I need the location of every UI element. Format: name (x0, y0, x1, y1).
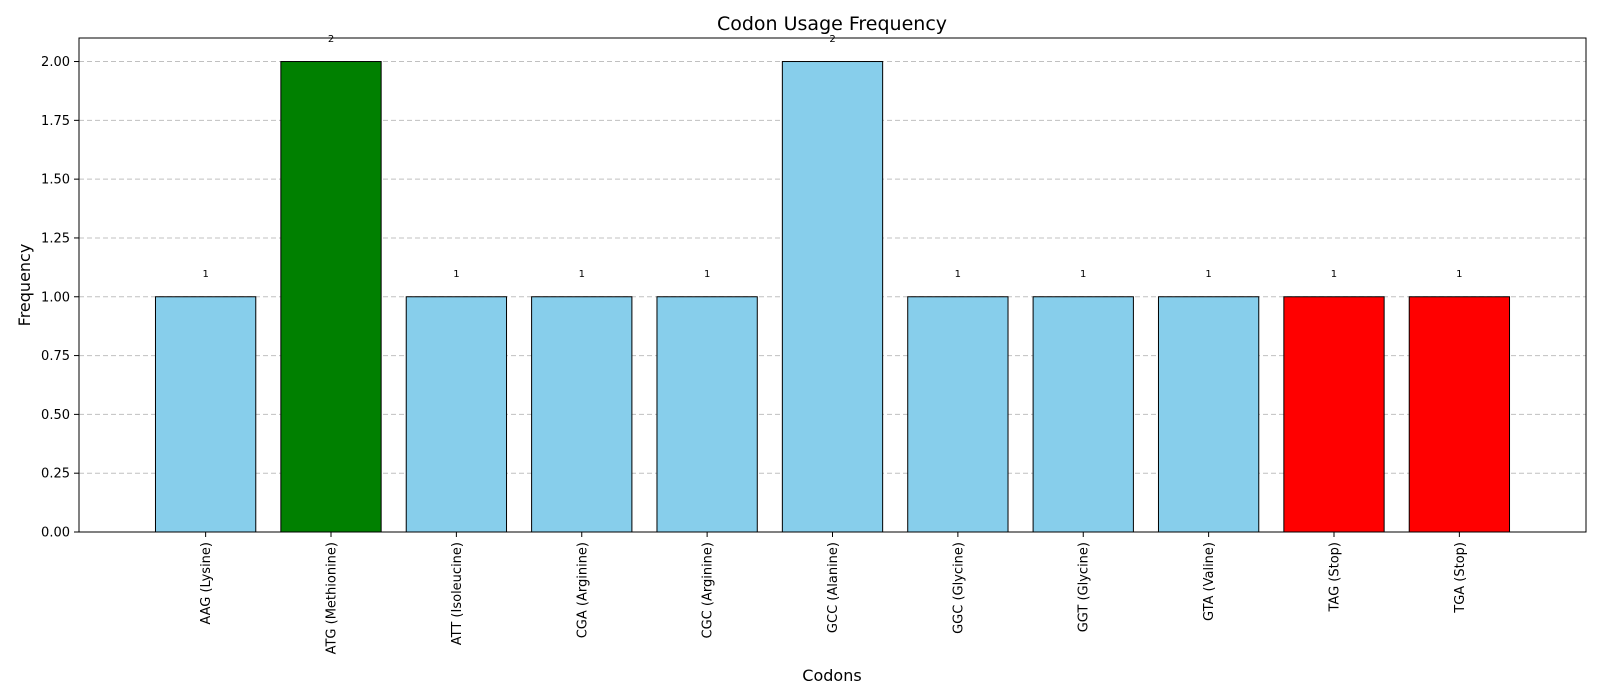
y-tick-label: 1.25 (41, 231, 70, 246)
y-tick-label: 0.75 (41, 349, 70, 364)
y-tick-label: 1.00 (41, 290, 70, 305)
bars (154, 61, 1511, 533)
y-tick-label: 1.50 (41, 173, 70, 188)
x-tick-label: CGC (Arginine) (701, 542, 716, 638)
bar (907, 296, 1009, 533)
x-tick-label: GTA (Valine) (1202, 542, 1217, 621)
bar (656, 296, 758, 533)
y-tick-label: 0.50 (41, 408, 70, 423)
bar-value-label: 1 (1205, 269, 1211, 280)
bar (1157, 296, 1260, 533)
y-tick-label: 0.25 (41, 467, 70, 482)
x-tick-label: GGT (Glycine) (1077, 542, 1092, 632)
x-axis: AAG (Lysine) ATG (Methionine) ATT (Isoleuc… (199, 532, 1468, 654)
bar (280, 61, 382, 533)
x-tick-label: GCC (Alanine) (826, 542, 841, 633)
x-tick-label: ATT (Isoleucine) (450, 542, 465, 645)
bar-value-label: 1 (453, 269, 459, 280)
x-axis-label: Codons (802, 666, 861, 685)
bar-value-label: 1 (202, 269, 208, 280)
x-tick-label: TAG (Stop) (1327, 542, 1342, 613)
x-tick-label: AAG (Lysine) (199, 542, 214, 625)
bar-value-label: 2 (328, 34, 334, 45)
bar (531, 296, 633, 533)
bar (1408, 296, 1511, 533)
bar (781, 61, 884, 533)
y-axis-label: Frequency (15, 244, 34, 327)
bar-value-label: 2 (829, 34, 835, 45)
bar (1283, 296, 1385, 533)
bar-value-label: 1 (1456, 269, 1462, 280)
bar (405, 296, 508, 533)
y-axis: 0.00 0.25 0.50 0.75 1.00 1.25 1.50 1.75 2.00 (41, 55, 79, 541)
bar-value-label: 1 (1331, 269, 1337, 280)
bar (1032, 296, 1134, 533)
x-tick-label: GGC (Glycine) (951, 542, 966, 634)
y-tick-label: 1.75 (41, 114, 70, 129)
y-tick-label: 2.00 (41, 55, 70, 70)
x-tick-label: ATG (Methionine) (325, 542, 340, 654)
bar-value-label: 1 (579, 269, 585, 280)
data-labels: 1 2 1 1 1 2 1 1 1 1 1 (202, 34, 1462, 280)
plot-frame (78, 37, 1587, 533)
bar-value-label: 1 (1080, 269, 1086, 280)
bar (154, 296, 257, 533)
x-tick-label: CGA (Arginine) (575, 542, 590, 638)
y-tick-label: 0.00 (41, 526, 70, 541)
bar-value-label: 1 (955, 269, 961, 280)
bar-value-label: 1 (704, 269, 710, 280)
chart-title: Codon Usage Frequency (717, 13, 947, 35)
x-tick-label: TGA (Stop) (1453, 542, 1468, 614)
